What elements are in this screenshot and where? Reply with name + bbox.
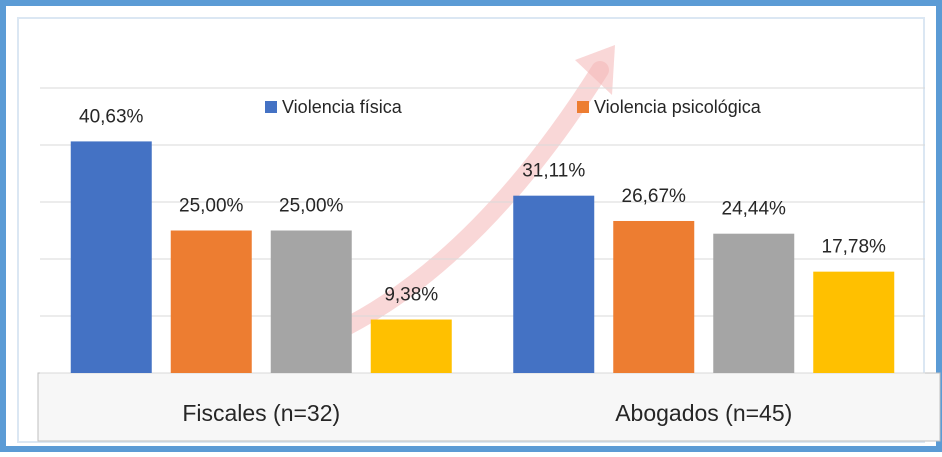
data-label: 31,11% <box>522 161 585 182</box>
data-label: 9,38% <box>384 285 438 306</box>
background-arrow <box>331 61 609 339</box>
legend-swatch <box>265 101 277 113</box>
bar <box>70 141 152 373</box>
data-label: 25,00% <box>179 196 244 217</box>
x-tick-label: Fiscales (n=32) <box>182 400 340 426</box>
category-band <box>37 372 941 442</box>
legend-label: Violencia psicológica <box>594 97 762 117</box>
bar <box>370 319 452 373</box>
plot: Violencia física Violencia psicológica Fis… <box>40 87 925 426</box>
bar <box>270 230 352 373</box>
data-label: 40,63% <box>79 106 144 127</box>
bar <box>713 233 795 373</box>
inner-frame <box>17 17 925 443</box>
data-label: 25,00% <box>279 196 344 217</box>
bar <box>513 195 595 373</box>
data-label: 17,78% <box>822 237 887 258</box>
data-label: 24,44% <box>722 199 787 220</box>
bar <box>170 230 252 373</box>
legend-label: Violencia física <box>282 97 403 117</box>
x-tick-label: Abogados (n=45) <box>615 400 792 426</box>
bar <box>613 220 695 373</box>
bar <box>813 271 895 373</box>
background-arrow-head <box>575 45 615 95</box>
data-label: 26,67% <box>622 186 687 207</box>
legend-swatch <box>577 101 589 113</box>
